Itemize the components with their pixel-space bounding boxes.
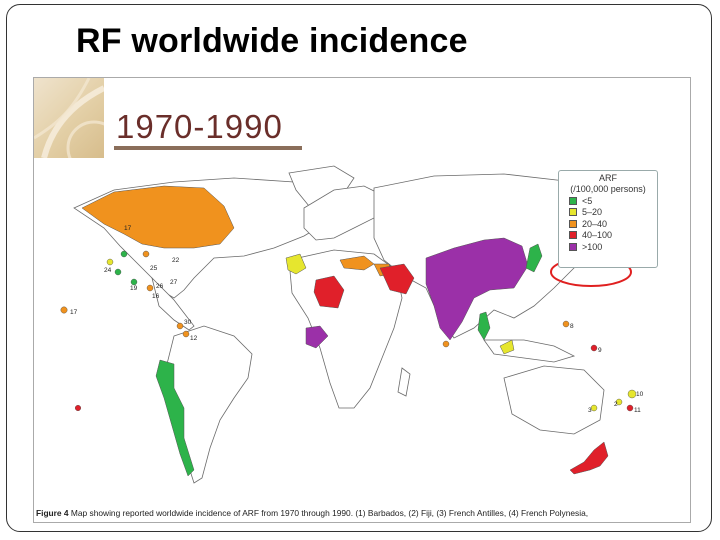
region-caribbean-dot xyxy=(142,250,150,258)
marker-hawaii xyxy=(60,306,68,314)
legend-swatch xyxy=(569,219,577,228)
legend-swatch xyxy=(569,242,577,251)
figure-panel: 1970-1990 xyxy=(33,77,691,523)
world-map: 17 24 25 19 26 27 16 30 12 22 17 8 10 9 … xyxy=(60,165,644,484)
decorative-swatch xyxy=(34,78,122,176)
region-eastern-europe xyxy=(339,255,375,271)
legend-swatch xyxy=(569,208,577,217)
legend-label: 40–100 xyxy=(582,230,613,241)
map-label: 9 xyxy=(598,347,602,354)
indonesia-landmass xyxy=(483,339,576,363)
map-label: 16 xyxy=(152,293,160,300)
region-new-zealand xyxy=(569,441,609,475)
marker-pacific-west xyxy=(75,405,82,412)
legend-label: >100 xyxy=(582,241,603,252)
map-label: 11 xyxy=(634,407,641,414)
map-label: 26 xyxy=(156,283,164,290)
marker-pacific-4 xyxy=(615,398,623,406)
caption-notes: (1) Barbados, (2) Fiji, (3) French Antil… xyxy=(355,508,589,518)
region-iran xyxy=(379,263,415,295)
legend-item: >100 xyxy=(569,241,653,253)
legend-label: 20–40 xyxy=(582,218,608,229)
marker-india-dot xyxy=(442,340,450,348)
map-label: 12 xyxy=(190,335,198,342)
region-thailand xyxy=(477,311,491,341)
period-underline xyxy=(114,146,302,150)
caption-text: Map showing reported worldwide incidence… xyxy=(70,508,354,518)
marker-caribbean-4 xyxy=(146,284,154,292)
map-label: 3 xyxy=(588,407,592,414)
map-label: 10 xyxy=(636,391,644,398)
marker-pacific-5 xyxy=(590,404,598,412)
madagascar-landmass xyxy=(397,367,411,397)
marker-caribbean-2 xyxy=(114,268,122,276)
europe-landmass xyxy=(303,185,385,241)
map-label: 27 xyxy=(170,279,178,286)
slide-frame xyxy=(6,4,712,532)
legend-item: 5–20 xyxy=(569,207,653,219)
map-label: 8 xyxy=(570,323,574,330)
caption-prefix: Figure 4 xyxy=(36,508,69,518)
marker-caribbean-6 xyxy=(176,322,184,330)
map-label: 25 xyxy=(150,265,158,272)
legend-title: ARF xyxy=(599,173,617,183)
map-label: 30 xyxy=(184,319,192,326)
map-label: 24 xyxy=(104,267,112,274)
map-label: 17 xyxy=(70,309,78,316)
legend-swatch xyxy=(569,231,577,240)
legend-label: <5 xyxy=(582,195,593,206)
legend-item: 20–40 xyxy=(569,218,653,230)
legend-item: <5 xyxy=(569,195,653,207)
map-label: 2 xyxy=(614,401,618,408)
marker-caribbean-1 xyxy=(106,258,114,266)
marker-pacific-2 xyxy=(590,344,598,352)
marker-pacific-3 xyxy=(627,389,637,399)
marker-caribbean-7 xyxy=(182,330,190,338)
region-libya xyxy=(313,275,345,309)
legend-subtitle: (/100,000 persons) xyxy=(570,184,646,194)
legend-item: 40–100 xyxy=(569,230,653,242)
central-america-landmass xyxy=(151,276,195,331)
region-south-east-asia xyxy=(425,237,529,341)
legend-label: 5–20 xyxy=(582,207,603,218)
region-malaysia xyxy=(499,339,515,355)
marker-caribbean-3 xyxy=(130,278,138,286)
marker-pacific-1 xyxy=(562,320,570,328)
period-label: 1970-1990 xyxy=(116,108,283,145)
region-west-africa xyxy=(305,325,329,349)
australia-landmass xyxy=(503,365,605,435)
region-south-america-west xyxy=(155,359,195,477)
marker-pacific-6 xyxy=(626,404,634,412)
region-japan xyxy=(525,243,543,273)
map-label: 17 xyxy=(124,225,132,232)
legend-swatch xyxy=(569,196,577,205)
slide-title: RF worldwide incidence xyxy=(76,22,468,60)
map-label: 19 xyxy=(130,285,138,292)
map-legend: ARF (/100,000 persons) <5 5–20 20–40 40–… xyxy=(558,170,658,268)
map-label: 22 xyxy=(172,257,180,264)
region-western-europe xyxy=(285,253,307,275)
marker-caribbean-5 xyxy=(120,250,128,258)
figure-caption: Figure 4 Map showing reported worldwide … xyxy=(36,508,588,518)
region-canada xyxy=(81,185,235,249)
